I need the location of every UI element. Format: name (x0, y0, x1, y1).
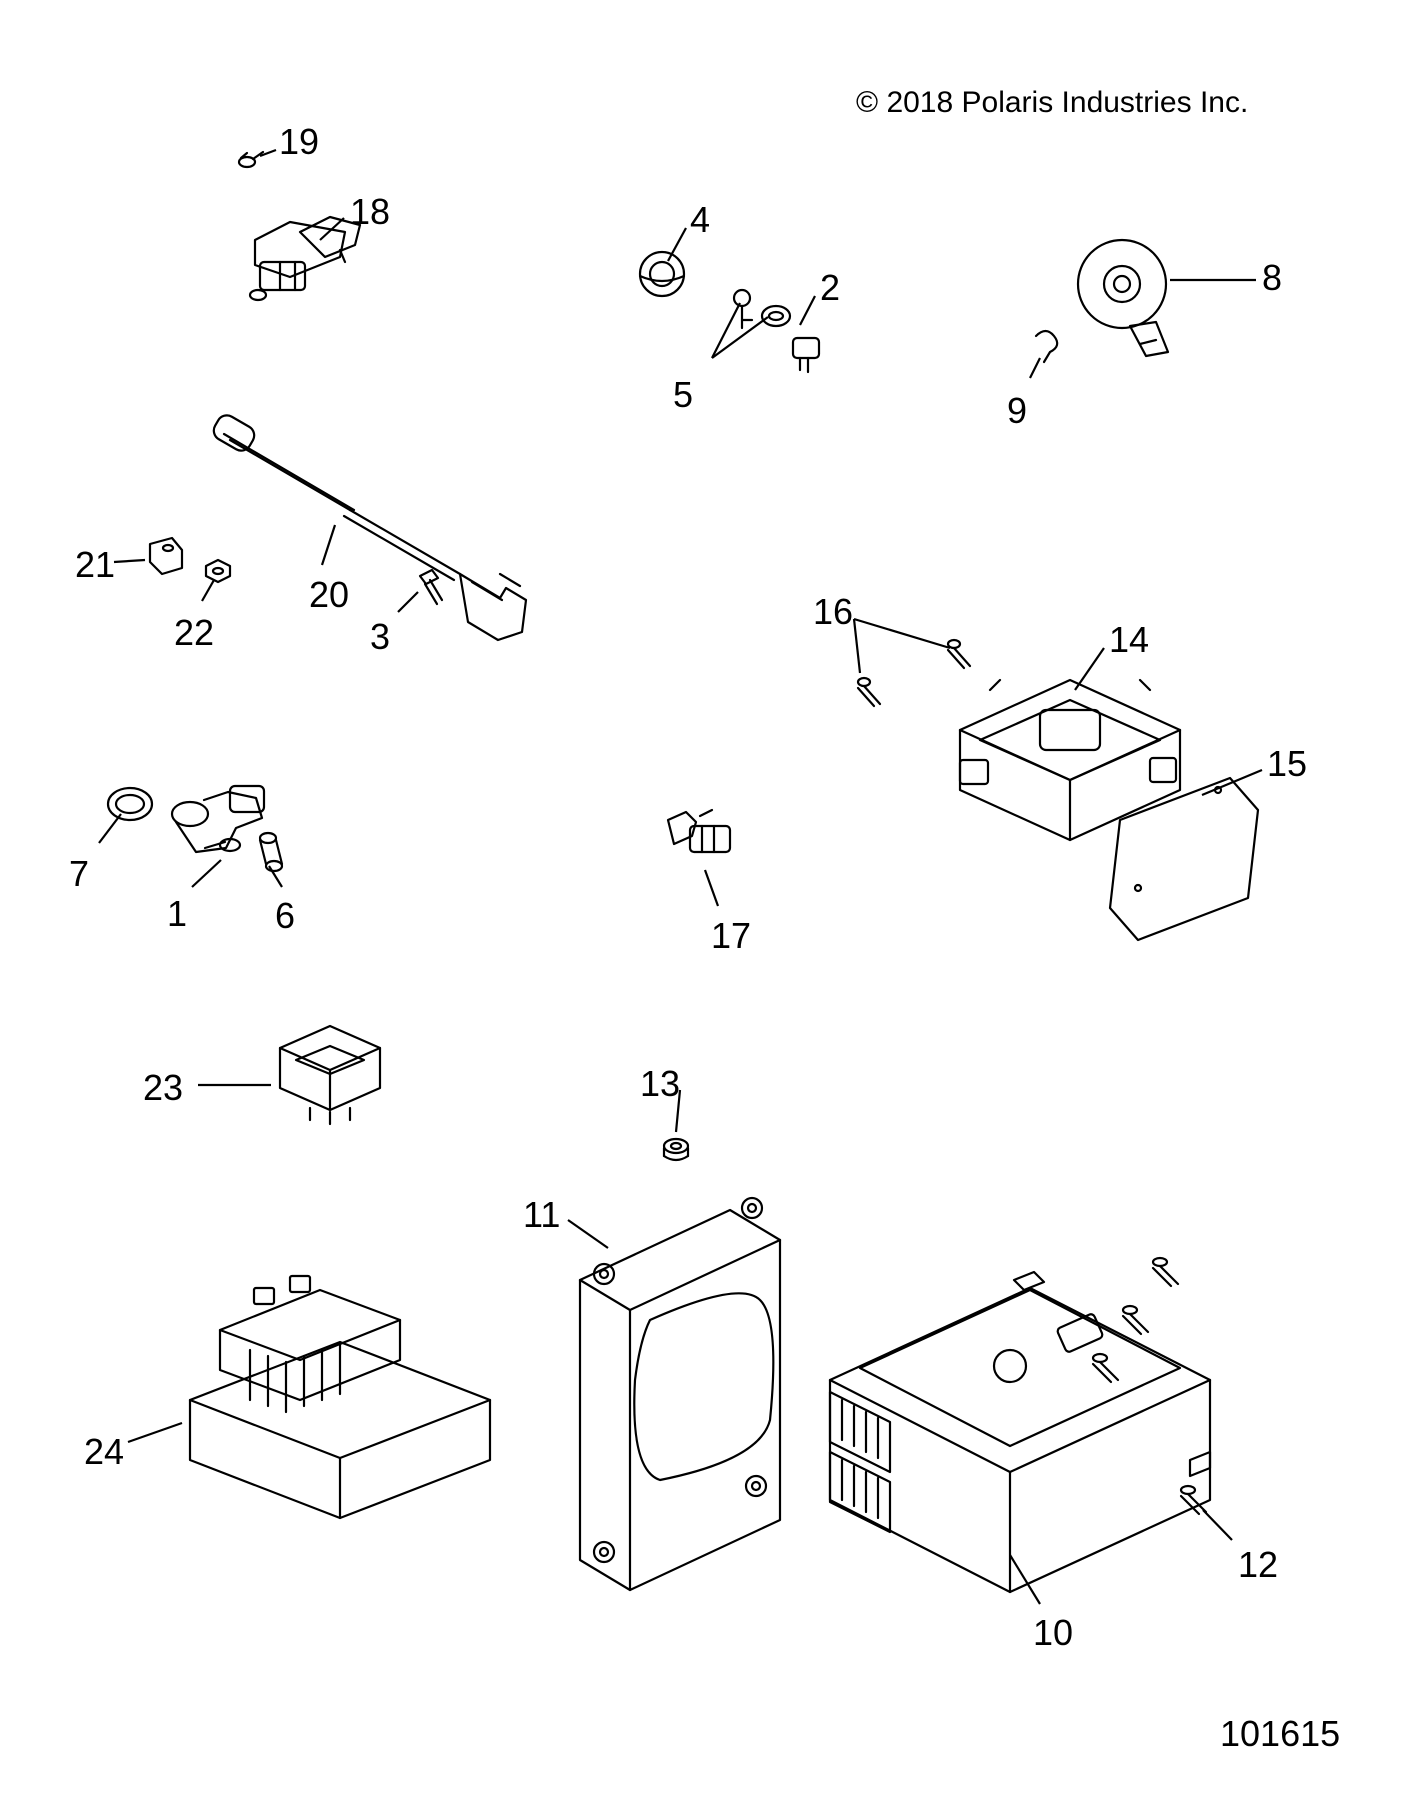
part-23 (280, 1026, 380, 1124)
callout-19: 19 (279, 121, 319, 163)
part-6 (260, 833, 282, 871)
callout-10: 10 (1033, 1612, 1073, 1654)
part-10 (830, 1272, 1210, 1592)
part-9 (1036, 331, 1057, 362)
part-21 (150, 538, 182, 574)
part-4 (640, 252, 684, 296)
callout-14: 14 (1109, 619, 1149, 661)
part-22 (206, 560, 230, 582)
callout-18: 18 (350, 191, 390, 233)
part-1 (172, 786, 264, 852)
part-20 (210, 412, 526, 640)
part-24 (190, 1276, 490, 1518)
part-13 (664, 1139, 688, 1160)
callout-15: 15 (1267, 743, 1307, 785)
part-11 (580, 1198, 780, 1590)
copyright-text: © 2018 Polaris Industries Inc. (856, 86, 1248, 120)
part-16 (858, 640, 970, 706)
callout-13: 13 (640, 1063, 680, 1105)
part-12 (1093, 1258, 1206, 1514)
callout-22: 22 (174, 612, 214, 654)
callout-2: 2 (820, 267, 840, 309)
callout-4: 4 (690, 199, 710, 241)
callout-21: 21 (75, 544, 115, 586)
part-15 (1110, 778, 1258, 940)
part-5 (734, 290, 752, 328)
leader-lines (0, 0, 1417, 1813)
callout-11: 11 (523, 1194, 560, 1236)
drawing-id: 101615 (1220, 1713, 1340, 1755)
callout-8: 8 (1262, 257, 1282, 299)
part-19 (239, 152, 263, 167)
callout-5: 5 (673, 374, 693, 416)
callout-16: 16 (813, 591, 853, 633)
callout-17: 17 (711, 915, 751, 957)
callout-12: 12 (1238, 1544, 1278, 1586)
callout-6: 6 (275, 895, 295, 937)
parts-illustrations (0, 0, 1417, 1813)
callout-3: 3 (370, 616, 390, 658)
callout-7: 7 (69, 853, 89, 895)
part-7 (108, 788, 152, 820)
part-3 (420, 570, 442, 604)
callout-23: 23 (143, 1067, 183, 1109)
part-14 (960, 680, 1180, 840)
callout-24: 24 (84, 1431, 124, 1473)
part-17 (668, 810, 730, 852)
part-18 (250, 217, 360, 300)
part-2 (762, 306, 819, 372)
callout-1: 1 (167, 893, 187, 935)
part-8 (1078, 240, 1168, 356)
callout-20: 20 (309, 574, 349, 616)
callout-9: 9 (1007, 390, 1027, 432)
